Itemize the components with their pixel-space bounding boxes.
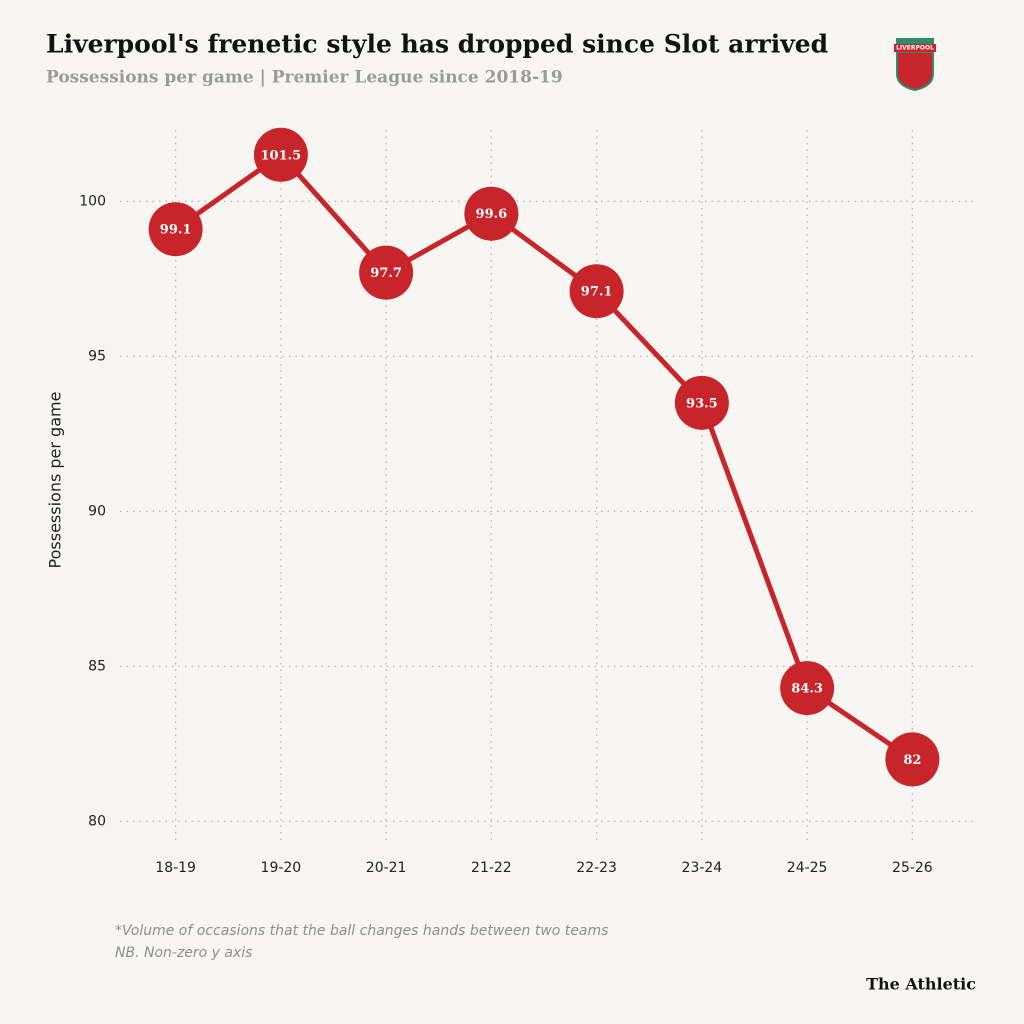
data-label: 93.5: [686, 396, 718, 411]
data-label: 84.3: [791, 682, 823, 697]
x-tick-label: 24-25: [787, 860, 828, 876]
x-tick-label: 22-23: [576, 860, 617, 876]
logo: LIVERPOOL: [894, 38, 936, 92]
data-label: 101.5: [261, 148, 302, 163]
logo-text: LIVERPOOL: [896, 45, 934, 52]
x-tick-label: 23-24: [682, 860, 723, 876]
x-tick-label: 18-19: [155, 860, 196, 876]
x-tick-label: 25-26: [892, 860, 933, 876]
y-tick-label: 90: [88, 503, 106, 519]
x-tick-label: 20-21: [366, 860, 407, 876]
point: [674, 375, 729, 430]
chart-title: Liverpool's frenetic style has dropped s…: [46, 30, 828, 59]
x-tick-label: 21-22: [471, 860, 512, 876]
data-label: 97.7: [370, 266, 402, 281]
source: The Athletic: [866, 975, 976, 994]
point: [780, 661, 835, 716]
data-label: 99.6: [476, 207, 508, 222]
point: [885, 732, 940, 787]
y-axis-label: Possessions per game: [46, 392, 65, 569]
footnote: NB. Non-zero y axis: [115, 945, 252, 961]
y-tick-label: 85: [88, 658, 106, 674]
y-tick-label: 100: [79, 193, 106, 209]
point: [148, 202, 203, 257]
point: [569, 264, 624, 319]
point: [253, 127, 308, 182]
y-tick-label: 95: [88, 348, 106, 364]
data-label: 97.1: [581, 285, 613, 300]
y-tick-label: 80: [88, 813, 106, 829]
data-label: 99.1: [160, 223, 192, 238]
data-label: 82: [903, 753, 921, 768]
x-tick-label: 19-20: [261, 860, 302, 876]
point: [359, 245, 414, 300]
footnote: *Volume of occasions that the ball chang…: [115, 923, 608, 939]
chart-subtitle: Possessions per game | Premier League si…: [46, 68, 563, 88]
point: [464, 186, 519, 241]
